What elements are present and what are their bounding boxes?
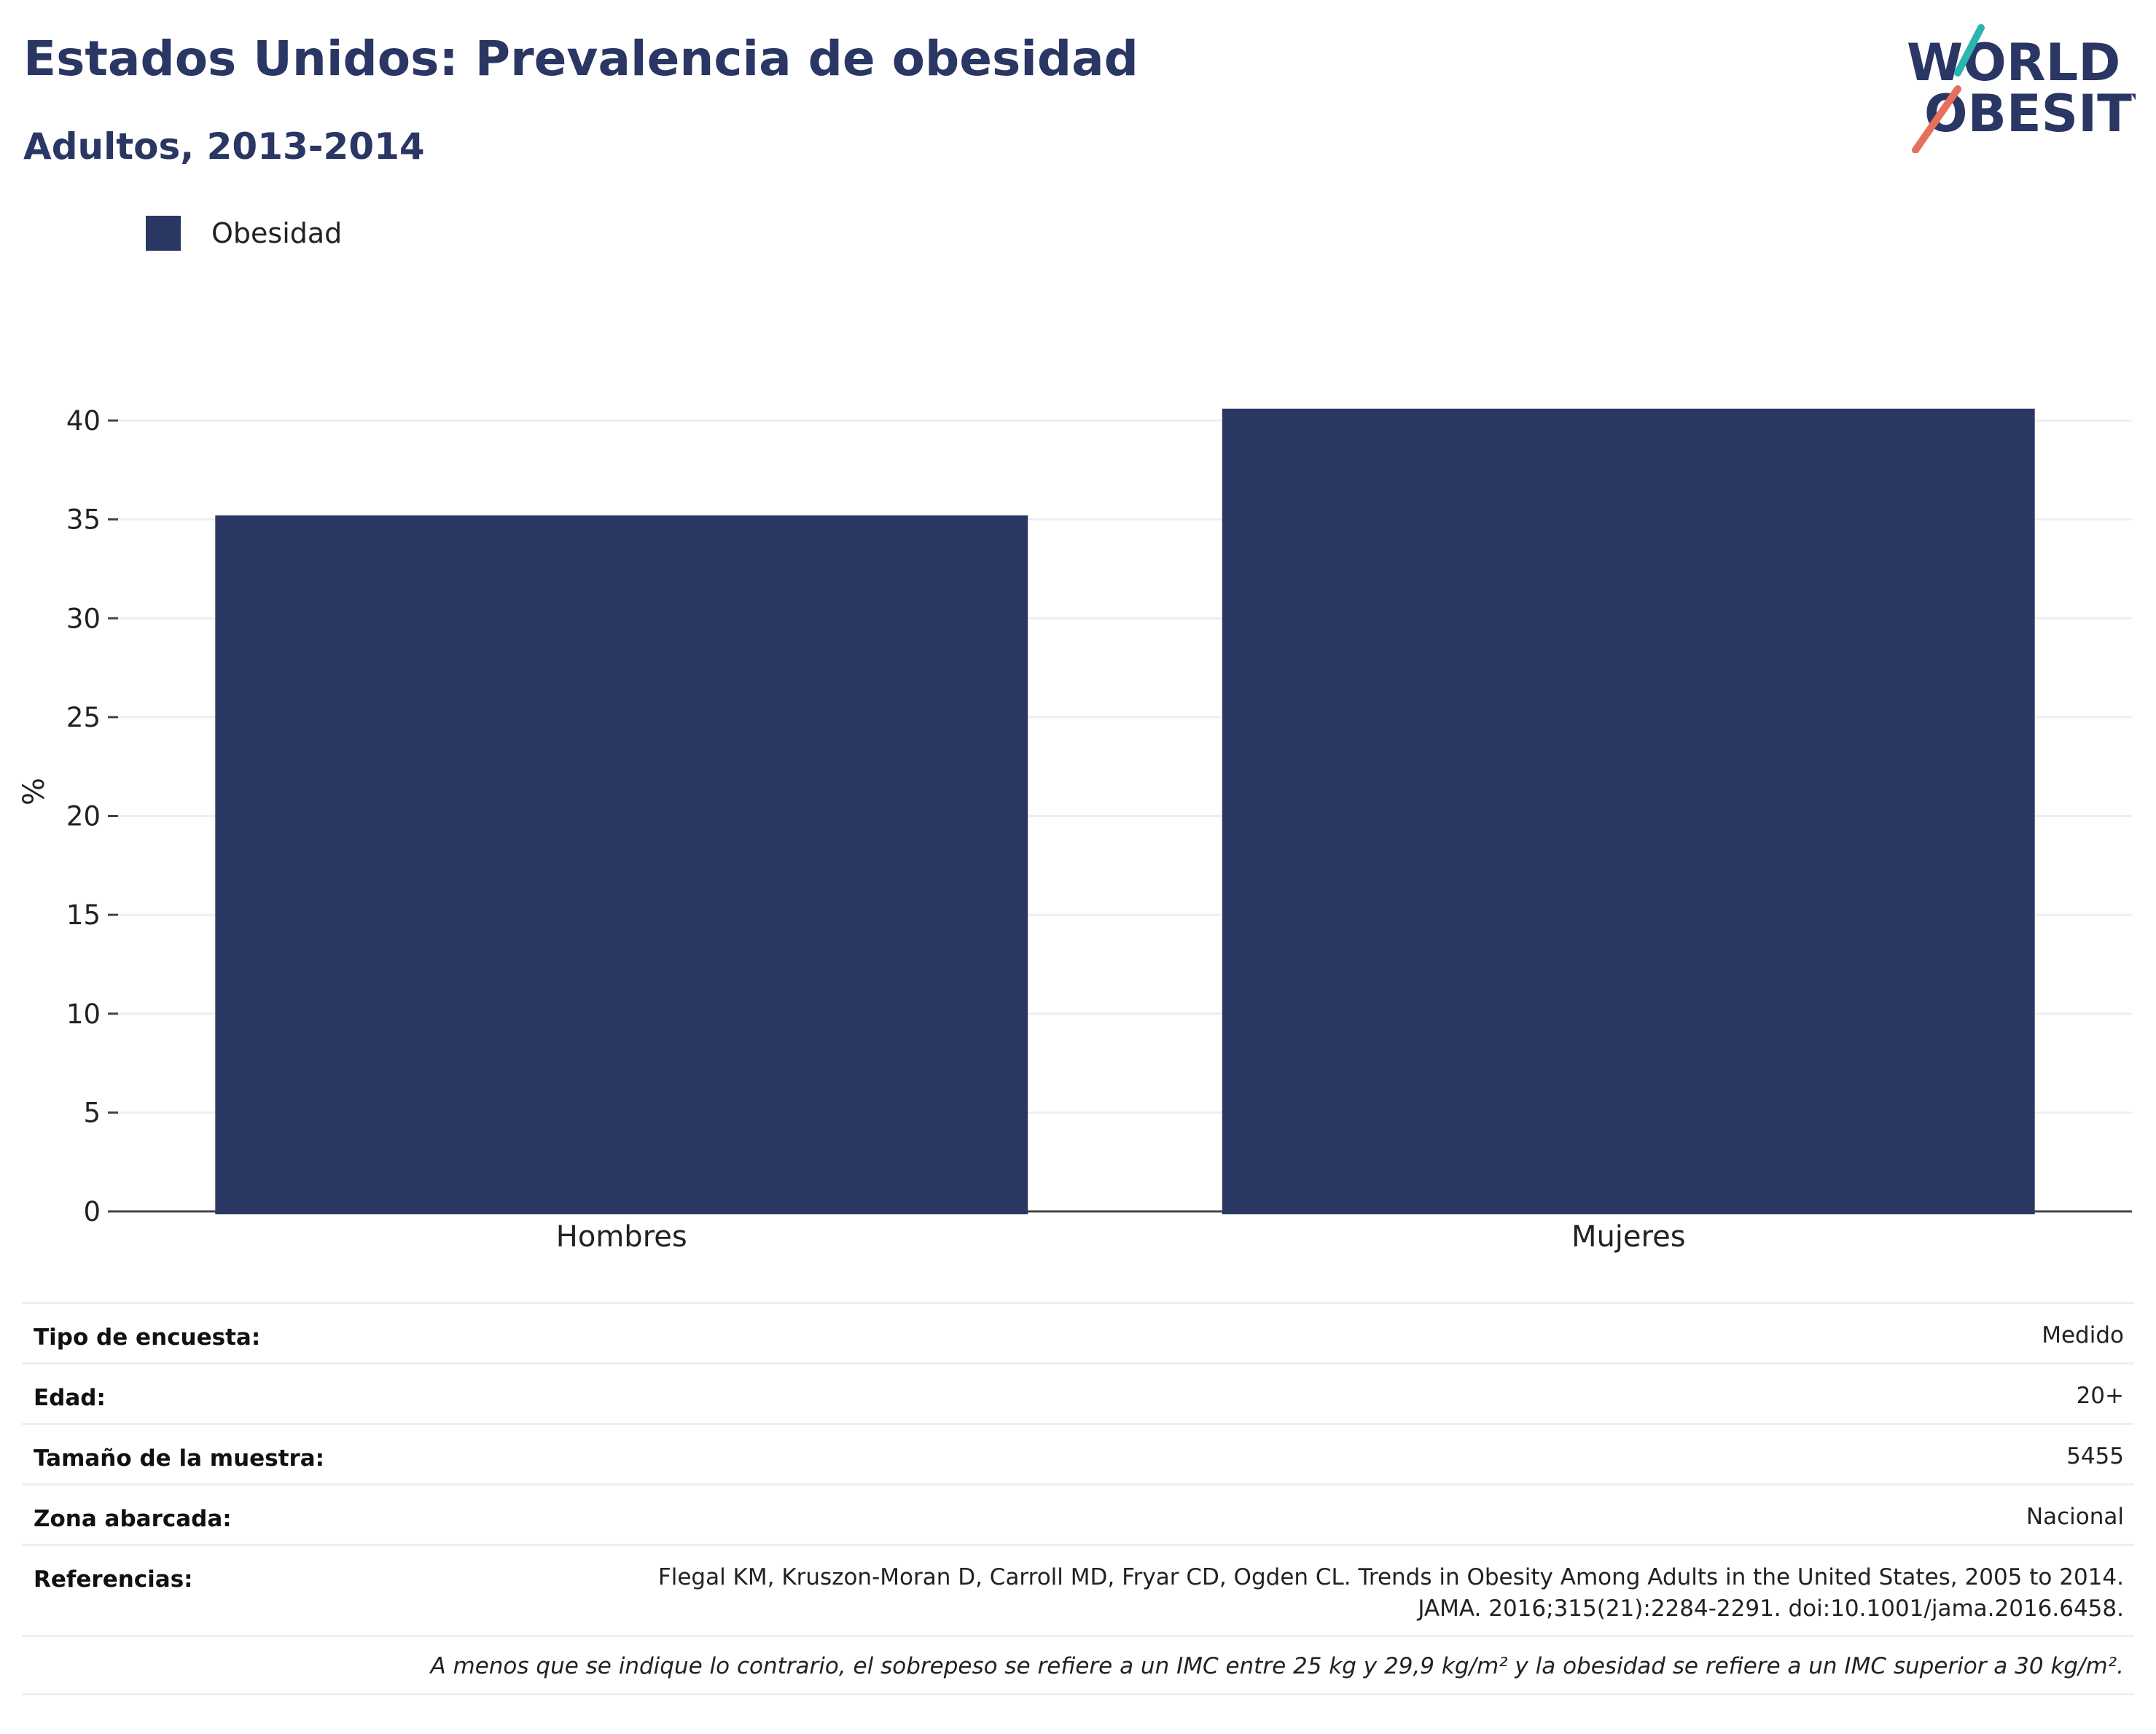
info-row: Zona abarcada: Nacional bbox=[22, 1483, 2134, 1544]
info-row: Tamaño de la muestra: 5455 bbox=[22, 1423, 2134, 1483]
info-label: Tipo de encuesta: bbox=[34, 1324, 261, 1351]
logo-slash-coral-icon bbox=[1912, 85, 1961, 153]
info-label: Edad: bbox=[34, 1385, 106, 1411]
x-axis-labels: Hombres Mujeres bbox=[556, 1220, 1686, 1254]
info-label: Tamaño de la muestra: bbox=[34, 1445, 325, 1472]
legend-label-obesidad: Obesidad bbox=[211, 217, 343, 249]
info-value: Nacional bbox=[2026, 1504, 2124, 1530]
info-value: 20+ bbox=[2076, 1383, 2124, 1409]
footnote: A menos que se indique lo contrario, el … bbox=[22, 1635, 2134, 1695]
bar-hombres bbox=[215, 515, 1028, 1214]
info-value: Medido bbox=[2042, 1322, 2124, 1348]
x-tick-label: Mujeres bbox=[1571, 1220, 1686, 1254]
bar-mujeres bbox=[1222, 408, 2035, 1214]
chart-title: Estados Unidos: Prevalencia de obesidad bbox=[23, 31, 1138, 87]
legend-swatch-obesidad bbox=[146, 216, 181, 251]
y-tick-label: 35 bbox=[66, 504, 101, 536]
logo-line-2: OBESITY bbox=[1924, 84, 2136, 144]
legend: Obesidad bbox=[146, 216, 342, 251]
y-tick-label: 25 bbox=[66, 702, 101, 733]
info-row-referencias: Referencias: Flegal KM, Kruszon-Moran D,… bbox=[22, 1544, 2134, 1635]
y-tick-label: 20 bbox=[66, 801, 101, 832]
logo-line-1: WORLD bbox=[1907, 33, 2120, 93]
info-label-referencias: Referencias: bbox=[34, 1566, 193, 1593]
survey-info-table: Tipo de encuesta: Medido Edad: 20+ Tamaño de… bbox=[22, 1302, 2134, 1695]
y-tick-label: 40 bbox=[66, 405, 101, 437]
world-obesity-logo: WORLD OBESITY bbox=[1907, 24, 2136, 153]
reference-line-1: Flegal KM, Kruszon-Moran D, Carroll MD, … bbox=[657, 1564, 2124, 1590]
y-axis-label: % bbox=[17, 778, 51, 805]
bar-chart: 0 5 10 15 20 25 30 35 40 Hombres Mujeres % bbox=[17, 405, 2132, 1254]
reference-line-2: JAMA. 2016;315(21):2284-2291. doi:10.100… bbox=[1418, 1596, 2124, 1622]
y-tick-label: 10 bbox=[66, 999, 101, 1030]
y-tick-label: 5 bbox=[83, 1097, 101, 1128]
y-tick-label: 30 bbox=[66, 603, 101, 634]
y-tick-label: 15 bbox=[66, 899, 101, 931]
info-label: Zona abarcada: bbox=[34, 1506, 232, 1532]
info-row: Tipo de encuesta: Medido bbox=[22, 1302, 2134, 1362]
chart-subtitle: Adultos, 2013-2014 bbox=[23, 125, 425, 168]
info-value: 5455 bbox=[2066, 1443, 2124, 1469]
info-row: Edad: 20+ bbox=[22, 1362, 2134, 1423]
logo-slash-teal-icon bbox=[1954, 24, 1985, 77]
bars bbox=[215, 408, 2035, 1214]
x-tick-label: Hombres bbox=[556, 1220, 687, 1254]
y-tick-label: 0 bbox=[83, 1196, 101, 1227]
y-axis-ticks: 0 5 10 15 20 25 30 35 40 bbox=[66, 405, 118, 1227]
info-value-referencias: Flegal KM, Kruszon-Moran D, Carroll MD, … bbox=[658, 1562, 2124, 1625]
